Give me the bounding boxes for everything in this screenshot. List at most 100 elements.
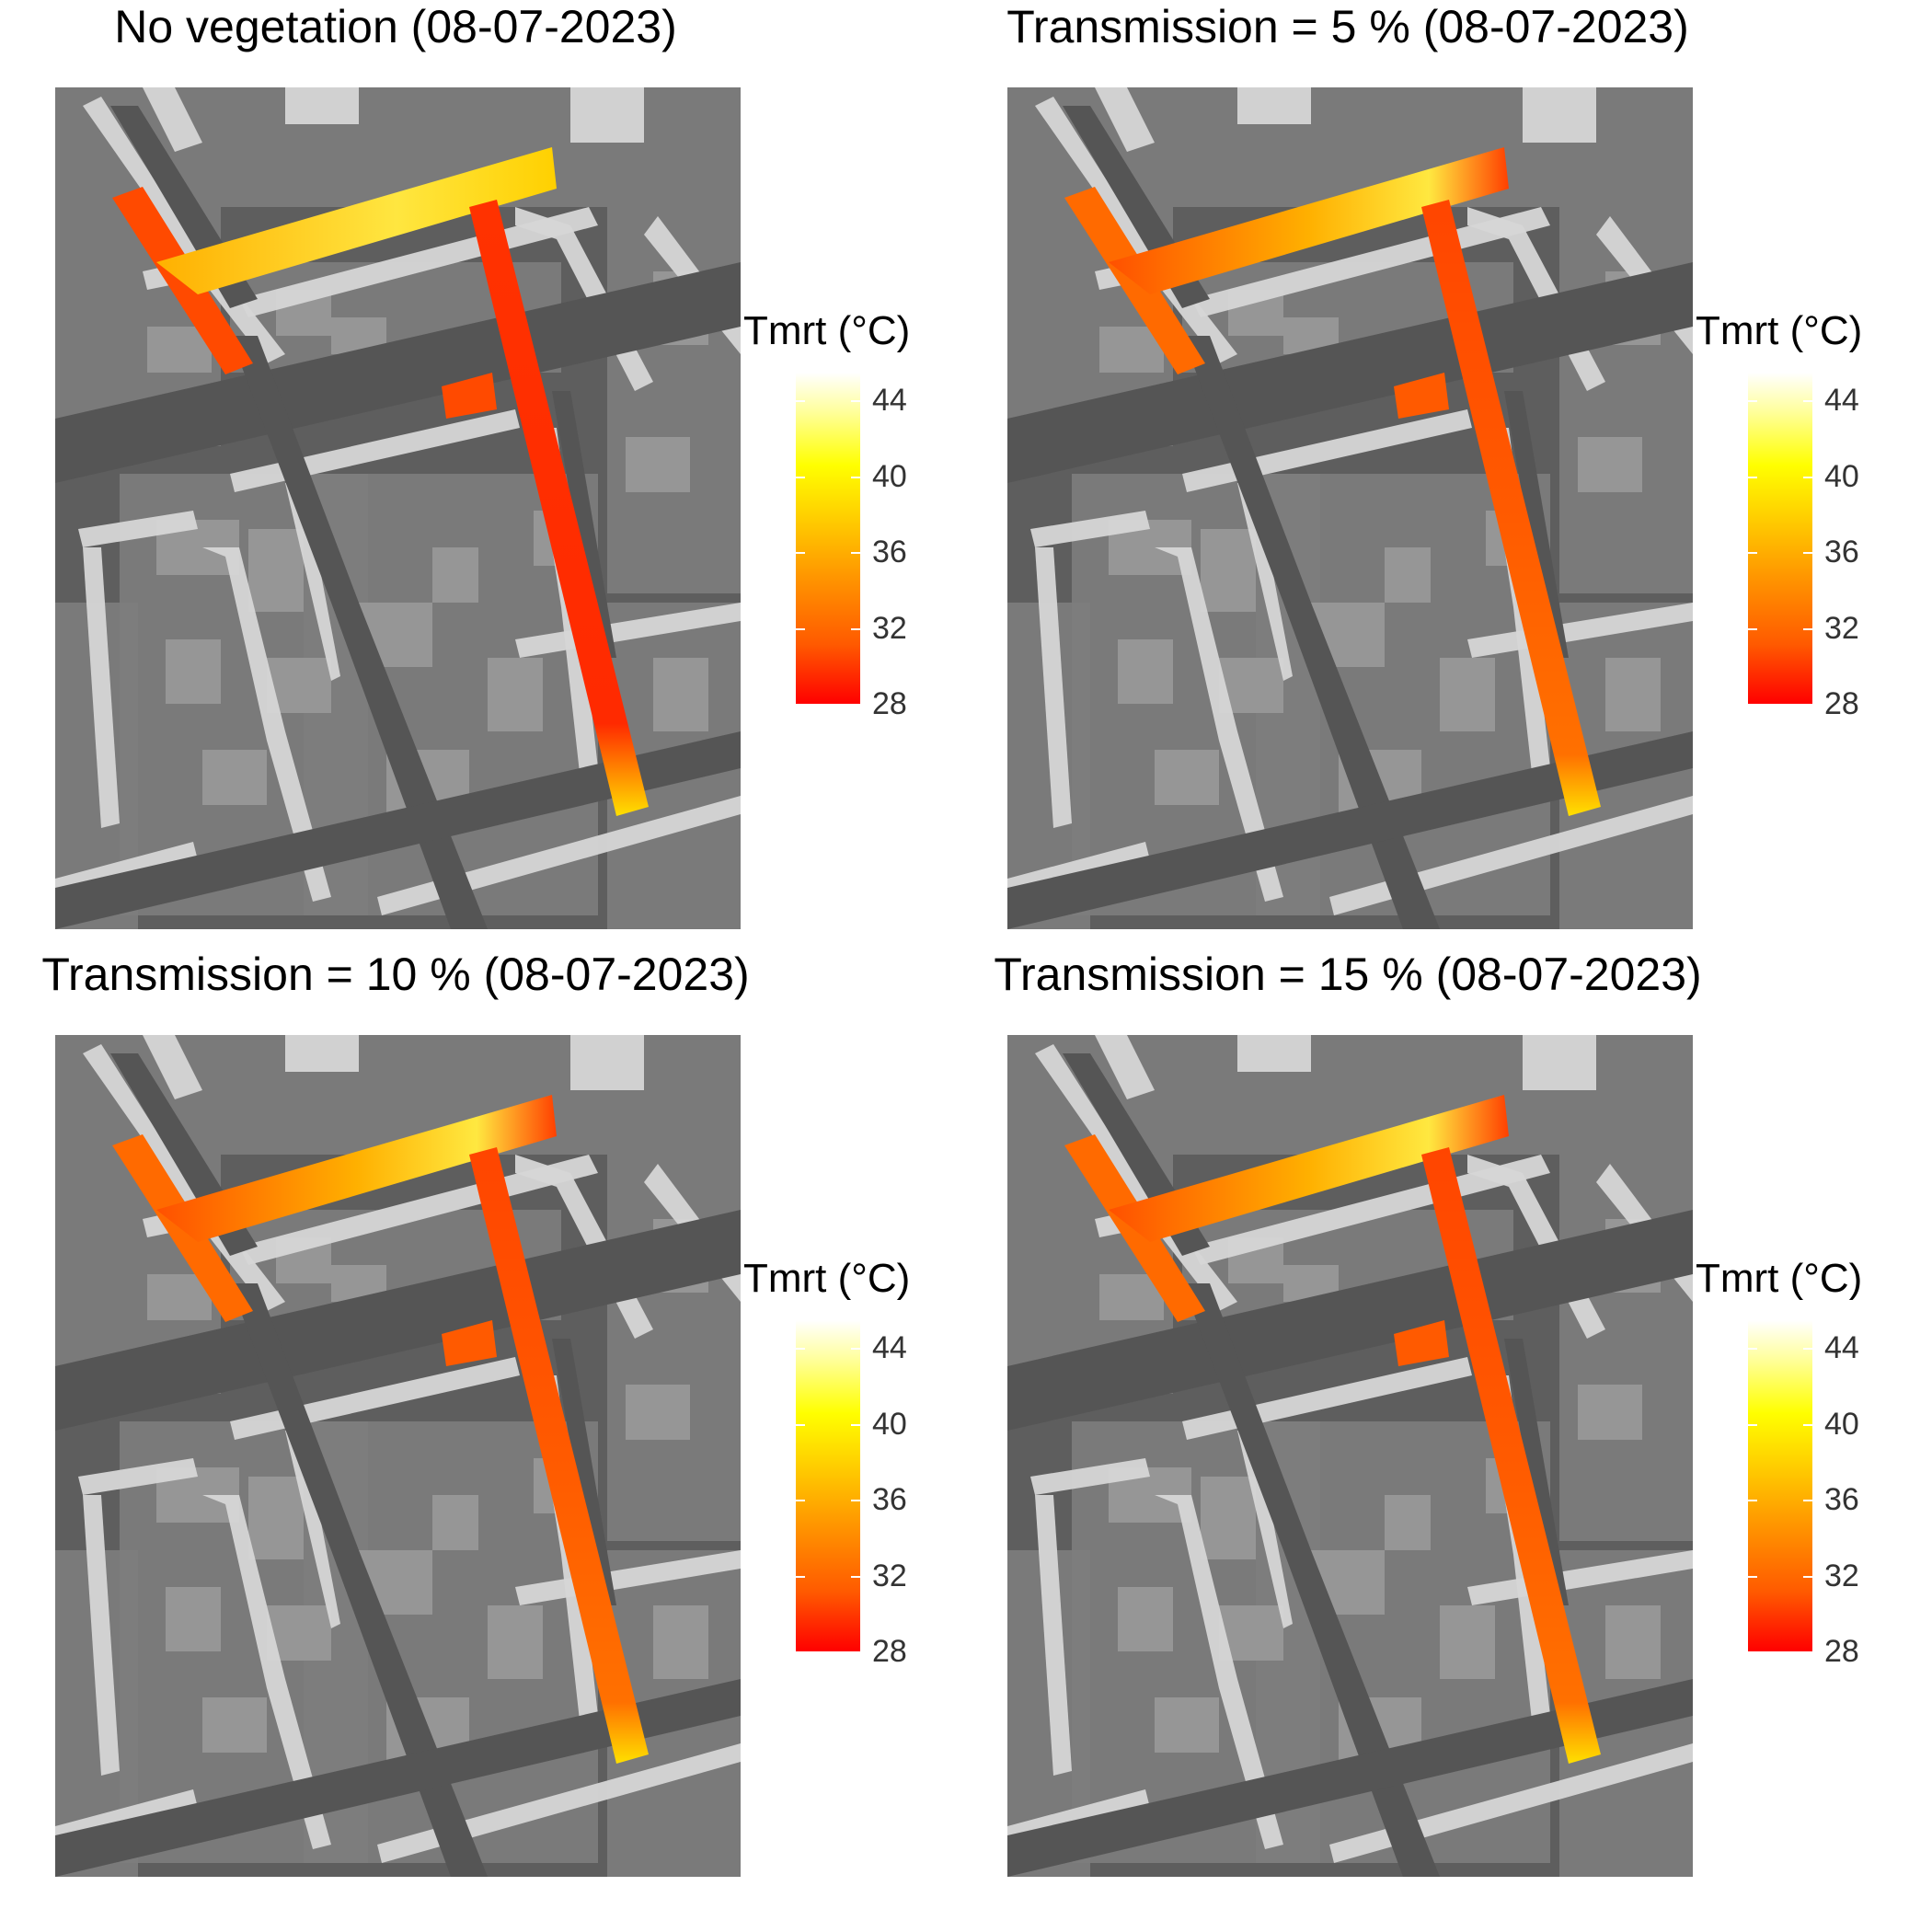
- legend-tick: [1803, 1575, 1812, 1578]
- sidewalk: [143, 87, 202, 152]
- building: [1440, 1605, 1495, 1679]
- road: [230, 336, 488, 929]
- panel-title: Transmission = 15 % (08-07-2023): [994, 949, 1702, 1000]
- sidewalk: [202, 1495, 331, 1849]
- legend-tick: [1803, 1500, 1812, 1501]
- legend-tick: [851, 476, 860, 478]
- panel-title: Transmission = 5 % (08-07-2023): [1006, 1, 1689, 52]
- building: [202, 750, 267, 805]
- legend-tick: [851, 704, 860, 706]
- sidewalk: [83, 1495, 120, 1776]
- map-panel-1: No vegetation (08-07-2023) Tmrt (°C) 44 40 3…: [0, 0, 952, 948]
- tmrt-overlay: [1064, 1095, 1601, 1764]
- legend-tick: [796, 1575, 805, 1578]
- legend-tick: [1748, 704, 1757, 706]
- sidewalk: [285, 87, 359, 124]
- sidewalk: [78, 1458, 198, 1495]
- sidewalk: [1237, 1431, 1293, 1628]
- legend-tick-label: 44: [1824, 1330, 1859, 1365]
- building: [1201, 1477, 1256, 1559]
- legend-tick: [851, 1348, 860, 1350]
- building: [1605, 658, 1661, 731]
- sidewalk: [570, 87, 644, 143]
- color-legend: Tmrt (°C) 44 40 36 32 28: [1696, 308, 1898, 719]
- sidewalk: [202, 547, 331, 902]
- legend-tick: [1803, 1423, 1812, 1426]
- hot-street-branch: [442, 1320, 497, 1366]
- building: [488, 1605, 543, 1679]
- legend-tick: [1803, 400, 1812, 402]
- sidewalk: [1095, 87, 1155, 152]
- map-panel-2: Transmission = 5 % (08-07-2023) Tmrt (°C)…: [952, 0, 1904, 948]
- legend-colorbar: [796, 373, 860, 704]
- legend-tick-label: 32: [1824, 1558, 1859, 1593]
- tmrt-map: [55, 1035, 741, 1877]
- sidewalk: [143, 1035, 202, 1099]
- sidewalk: [1035, 1495, 1072, 1776]
- road: [1007, 1679, 1693, 1877]
- legend-tick-label: 40: [872, 1406, 907, 1442]
- legend-tick: [796, 400, 805, 402]
- legend-tick: [796, 476, 805, 478]
- legend-tick-label: 28: [872, 686, 907, 721]
- legend-tick: [851, 552, 860, 554]
- road: [1182, 336, 1440, 929]
- legend-tick-label: 32: [872, 1558, 907, 1593]
- legend-tick: [1748, 627, 1757, 630]
- legend-tick: [1748, 1651, 1757, 1653]
- legend-tick-label: 44: [872, 383, 907, 418]
- road: [552, 1339, 616, 1605]
- legend-colorbar: [1748, 373, 1812, 704]
- legend-tick: [851, 400, 860, 402]
- sidewalk: [1191, 1155, 1550, 1265]
- legend-tick-label: 36: [872, 535, 907, 569]
- building: [1118, 1587, 1173, 1651]
- sidewalk: [1191, 207, 1550, 317]
- hot-street-branch: [1394, 1320, 1449, 1366]
- building: [1118, 639, 1173, 704]
- road: [1504, 1339, 1569, 1605]
- building: [1440, 658, 1495, 731]
- legend-tick: [851, 1423, 860, 1426]
- building: [202, 1697, 267, 1753]
- tmrt-overlay: [112, 147, 649, 816]
- legend-title: Tmrt (°C): [743, 308, 911, 353]
- hot-street-east: [469, 200, 649, 816]
- legend-tick-label: 36: [1824, 1482, 1859, 1517]
- legend-tick-label: 28: [872, 1634, 907, 1669]
- legend-tick: [796, 627, 805, 630]
- sidewalk: [1155, 547, 1283, 902]
- hot-street-north: [1109, 147, 1509, 294]
- building: [626, 437, 690, 492]
- legend-tick-label: 28: [1824, 686, 1859, 721]
- hot-street-branch: [1394, 373, 1449, 419]
- sidewalk: [1030, 511, 1150, 547]
- sidewalk: [1237, 483, 1293, 681]
- legend-tick-label: 32: [872, 610, 907, 646]
- legend-tick: [1748, 1500, 1757, 1501]
- panel-title: No vegetation (08-07-2023): [114, 1, 677, 52]
- sidewalk: [570, 1035, 644, 1090]
- sidewalk: [1523, 87, 1596, 143]
- legend-tick: [1803, 476, 1812, 478]
- sidewalk: [515, 603, 741, 658]
- legend-tick: [851, 1651, 860, 1653]
- hot-street-east: [469, 1147, 649, 1764]
- sidewalk: [1467, 603, 1693, 658]
- hot-street-north: [156, 147, 557, 294]
- tmrt-map: [55, 87, 741, 929]
- road: [1007, 1210, 1693, 1431]
- sidewalk: [83, 547, 120, 828]
- color-legend: Tmrt (°C) 44 40 36 32 28: [743, 308, 946, 719]
- sidewalk: [1155, 1495, 1283, 1849]
- legend-tick: [851, 1500, 860, 1501]
- tmrt-overlay: [1064, 147, 1601, 816]
- sidewalk: [285, 483, 340, 681]
- legend-tick: [1748, 1348, 1757, 1350]
- sidewalk: [239, 207, 598, 317]
- legend-title: Tmrt (°C): [1696, 308, 1863, 353]
- sidewalk: [239, 1155, 598, 1265]
- sidewalk: [515, 1550, 741, 1605]
- building: [432, 547, 478, 603]
- legend-tick: [1803, 627, 1812, 630]
